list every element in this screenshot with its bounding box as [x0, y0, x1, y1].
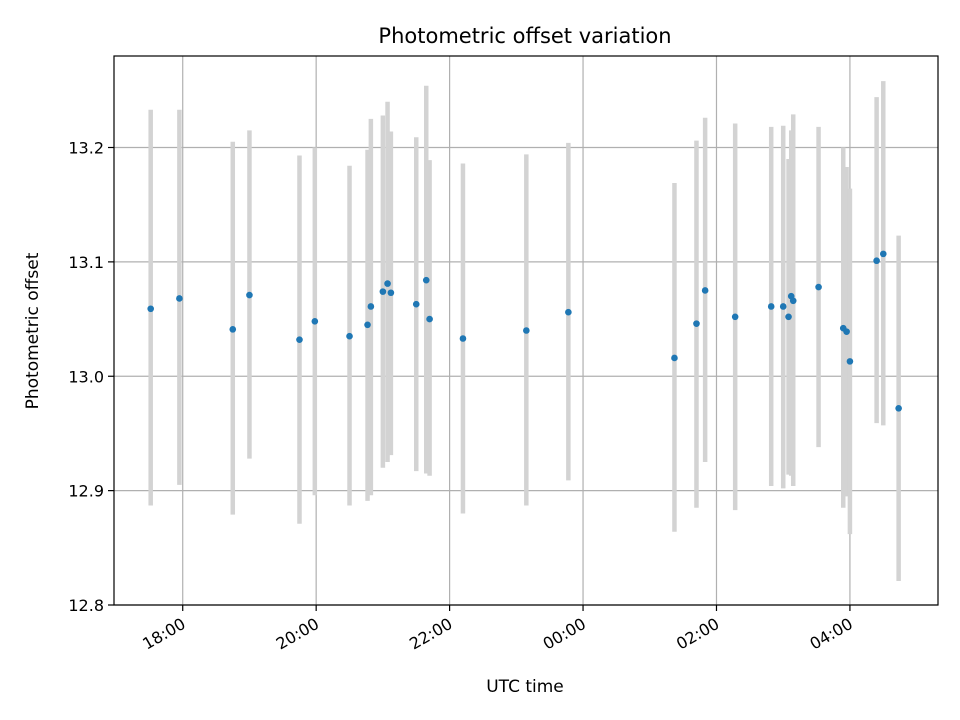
- data-point: [701, 287, 709, 294]
- data-point: [422, 276, 430, 284]
- data-point: [367, 303, 375, 310]
- data-point: [895, 404, 902, 412]
- x-axis-label: UTC time: [486, 677, 564, 697]
- data-point: [565, 308, 572, 316]
- data-point: [873, 257, 880, 265]
- data-point: [379, 288, 387, 295]
- data-point: [879, 250, 887, 258]
- data-point: [384, 280, 391, 287]
- data-point: [296, 336, 303, 343]
- y-tick-label: 12.8: [68, 596, 104, 615]
- y-tick-label: 13.0: [68, 367, 104, 386]
- data-point: [789, 297, 797, 305]
- data-point: [387, 289, 395, 297]
- data-point: [785, 313, 792, 321]
- data-point: [846, 358, 854, 365]
- data-point: [815, 283, 822, 291]
- data-point: [412, 300, 420, 308]
- data-point: [346, 332, 353, 340]
- data-point: [364, 321, 371, 329]
- data-point: [229, 326, 237, 333]
- data-point: [731, 313, 739, 321]
- data-point: [176, 295, 183, 302]
- data-point: [459, 335, 467, 342]
- y-tick-label: 13.1: [68, 253, 104, 272]
- data-point: [147, 305, 154, 313]
- data-point: [671, 354, 678, 362]
- data-point: [426, 315, 433, 323]
- data-point: [693, 320, 700, 327]
- data-point: [246, 291, 253, 299]
- data-point: [779, 303, 787, 310]
- data-point: [523, 327, 530, 334]
- y-tick-label: 12.9: [68, 482, 104, 501]
- chart-title: Photometric offset variation: [378, 24, 671, 48]
- y-tick-label: 13.2: [68, 139, 104, 158]
- data-point: [767, 303, 775, 310]
- data-point: [843, 328, 850, 335]
- plot-frame: [113, 55, 939, 606]
- y-axis-label: Photometric offset: [23, 252, 43, 409]
- data-points: [147, 250, 902, 412]
- data-point: [311, 318, 319, 325]
